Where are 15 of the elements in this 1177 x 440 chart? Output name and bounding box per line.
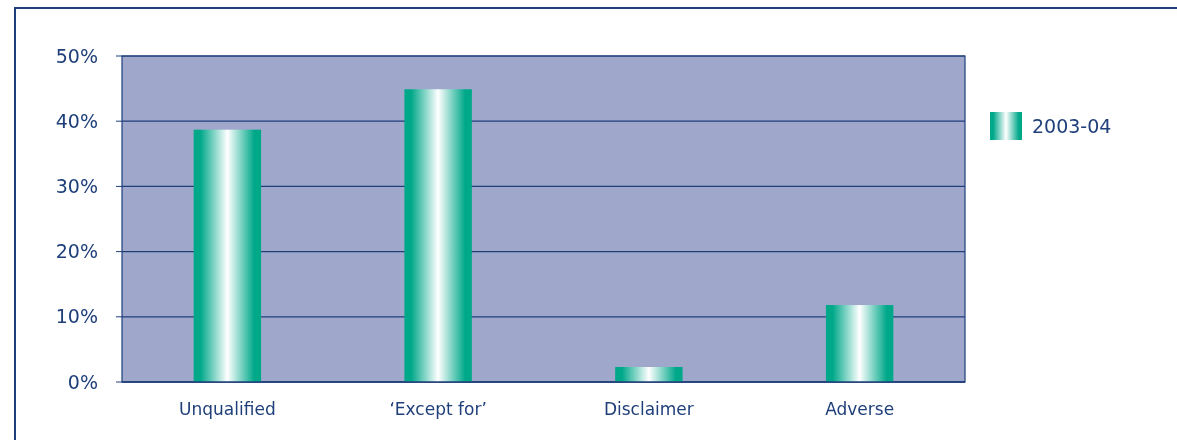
x-tick-label: Unqualified [179,399,276,419]
y-tick-label: 10% [55,305,98,328]
x-tick-label: Adverse [825,399,895,419]
y-tick-label: 30% [55,175,98,198]
x-tick-label: ‘Except for’ [389,399,487,419]
bar [615,367,683,382]
bar [193,129,262,382]
x-tick-label: Disclaimer [603,399,694,419]
bar [825,305,894,382]
y-tick-label: 50% [55,44,98,67]
legend-label: 2003-04 [1032,114,1112,137]
y-tick-label: 0% [67,370,98,393]
y-tick-label: 20% [55,240,98,263]
bar [404,89,472,382]
y-tick-label: 40% [55,109,98,132]
